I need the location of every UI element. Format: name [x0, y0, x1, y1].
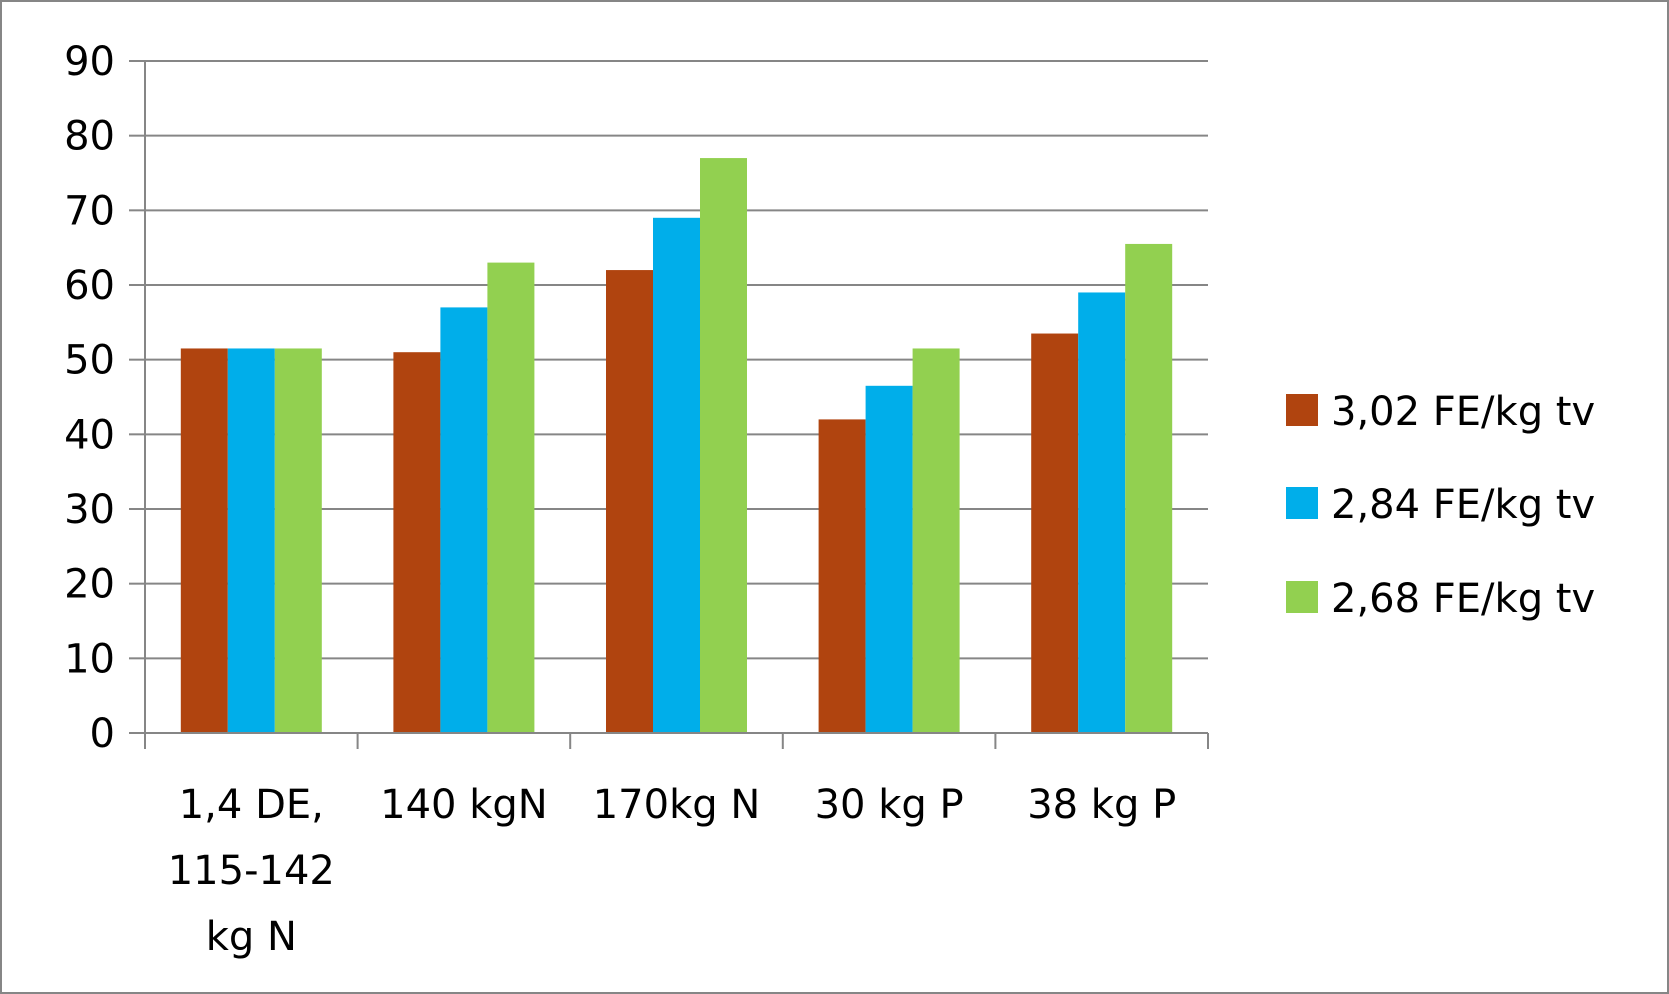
legend-item: 2,84 FE/kg tv [1286, 482, 1595, 528]
bar-2-4 [865, 385, 913, 733]
bar-3-5 [1125, 243, 1173, 733]
legend-swatch [1286, 581, 1318, 613]
y-tick-label: 50 [64, 338, 115, 384]
bar-3-4 [912, 348, 960, 733]
x-tick-label-group: 38 kg P [1027, 782, 1176, 828]
bar-1-2 [393, 352, 441, 733]
y-tick-label: 20 [64, 562, 115, 608]
bar-2-5 [1078, 292, 1126, 733]
bar-3-3 [700, 158, 747, 734]
bar-3-1 [274, 348, 322, 733]
y-axis-tick-labels: 0 10 20 30 40 50 60 70 80 90 [64, 39, 115, 757]
x-tick-label: 115-142 [168, 848, 335, 894]
x-tick-label: kg N [206, 914, 297, 960]
y-tick-label: 80 [64, 114, 115, 160]
y-tick-label: 30 [64, 487, 115, 533]
bar-1-3 [606, 270, 653, 733]
y-tick-label: 90 [64, 39, 115, 85]
x-tick-label: 170kg N [593, 782, 761, 828]
x-tick-label-group: 170kg N [593, 782, 761, 828]
x-axis-tick-labels: 1,4 DE, 115-142 kg N 140 kgN 170kg N 30 kg P 3… [168, 782, 1176, 960]
bar-2-1 [227, 348, 275, 733]
y-tick-label: 60 [64, 263, 115, 309]
bar-1-5 [1031, 333, 1079, 733]
x-tick-label-group: 1,4 DE, 115-142 kg N [168, 782, 335, 960]
bar-2-2 [440, 307, 488, 733]
legend-item: 2,68 FE/kg tv [1286, 576, 1595, 622]
axes [129, 60, 1209, 749]
legend: 3,02 FE/kg tv 2,84 FE/kg tv 2,68 FE/kg tv [1286, 389, 1595, 622]
legend-label: 2,84 FE/kg tv [1331, 482, 1595, 528]
y-tick-label: 40 [64, 412, 115, 458]
legend-swatch [1286, 487, 1318, 519]
legend-item: 3,02 FE/kg tv [1286, 389, 1595, 435]
x-tick-label-group: 30 kg P [815, 782, 964, 828]
legend-swatch [1286, 394, 1318, 426]
x-tick-label: 30 kg P [815, 782, 964, 828]
y-tick-label: 10 [64, 636, 115, 682]
legend-label: 3,02 FE/kg tv [1331, 389, 1595, 435]
x-tick-label: 1,4 DE, [179, 782, 324, 828]
bar-1-4 [818, 419, 866, 733]
bars [180, 158, 1173, 734]
bar-2-3 [653, 217, 700, 734]
y-tick-label: 0 [90, 711, 115, 757]
x-tick-label: 38 kg P [1027, 782, 1176, 828]
x-tick-label: 140 kgN [380, 782, 548, 828]
legend-label: 2,68 FE/kg tv [1331, 576, 1595, 622]
y-tick-label: 70 [64, 188, 115, 234]
bar-1-1 [180, 348, 228, 733]
bar-3-2 [487, 262, 535, 733]
x-tick-label-group: 140 kgN [380, 782, 548, 828]
